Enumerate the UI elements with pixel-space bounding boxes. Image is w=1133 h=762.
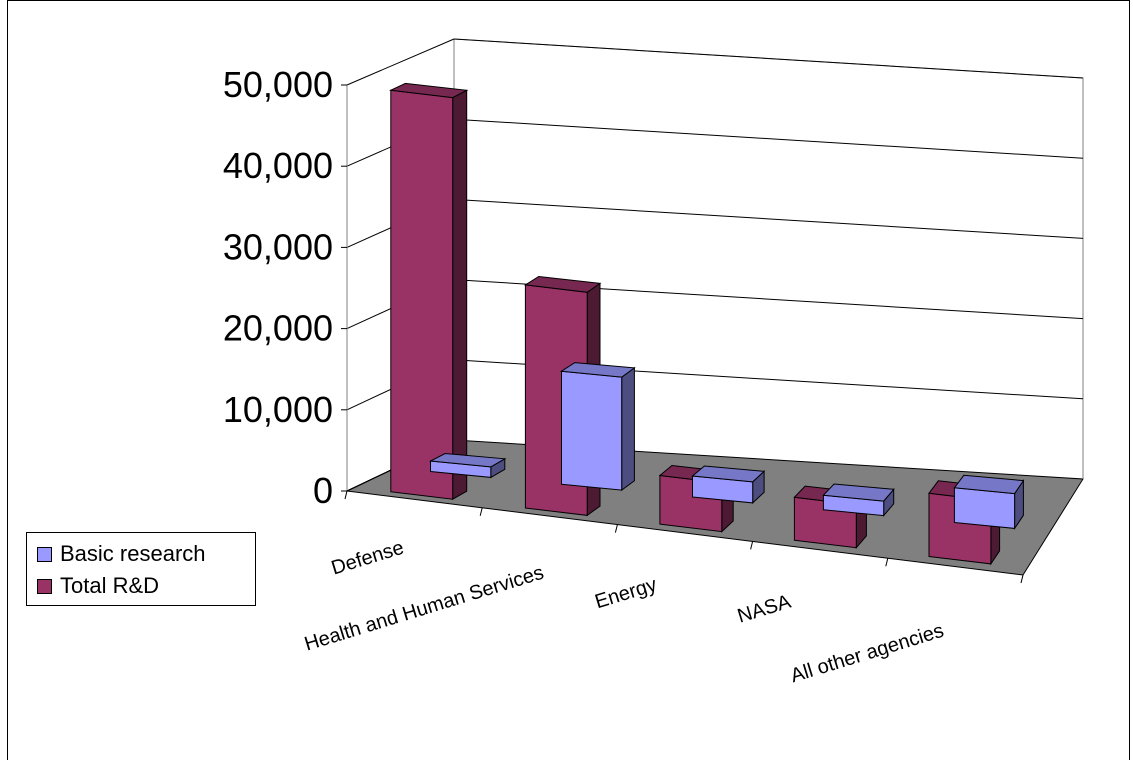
y-tick-label: 20,000 [223,308,333,349]
bar-basic-research-health-and-human-services [561,370,623,491]
x-tick [750,541,754,550]
y-tick-label: 10,000 [223,389,333,430]
gridline-side [346,38,455,86]
legend-label-total-rd: Total R&D [60,573,160,598]
y-tick-label: 0 [313,470,333,511]
x-tick [344,490,348,500]
legend-swatch-basic-research [37,546,52,562]
bar-total-r-d-health-and-human-services-top [523,275,602,293]
bar-total-r-d-defense-top [388,82,469,99]
gridline-back [453,38,1084,79]
x-category-label: Defense [329,537,407,580]
x-category-label: All other agencies [788,620,946,688]
y-tick-label: 40,000 [223,145,333,186]
bar-basic-research-energy-top [691,465,766,483]
x-category-label: Energy [592,574,659,614]
bar-basic-research-nasa-top [822,483,895,502]
bar-basic-research-health-and-human-services-top [560,362,636,378]
gridline-back [453,198,1084,239]
bar-basic-research-all-other-agencies-top [953,474,1025,495]
x-tick [885,558,889,567]
legend: Basic research Total R&D [26,532,256,606]
x-tick [1020,574,1024,584]
bar-total-r-d-defense-side [452,89,468,501]
legend-item-total-rd: Total R&D [37,573,159,599]
x-tick [479,507,483,516]
legend-label-basic-research: Basic research [60,541,206,566]
bar-basic-research-all-other-agencies [953,487,1016,529]
bar-basic-research-defense-top [428,452,507,468]
gridline-back [453,118,1084,159]
chart-frame [7,0,1130,760]
legend-item-basic-research: Basic research [37,541,206,567]
x-category-label: NASA [735,591,794,628]
bar-basic-research-health-and-human-services-side [621,366,635,492]
y-tick-label: 30,000 [223,226,333,267]
x-tick [614,524,618,533]
bar-total-r-d-defense [390,89,454,500]
y-tick-label: 50,000 [223,64,333,105]
legend-swatch-total-rd [37,578,52,594]
